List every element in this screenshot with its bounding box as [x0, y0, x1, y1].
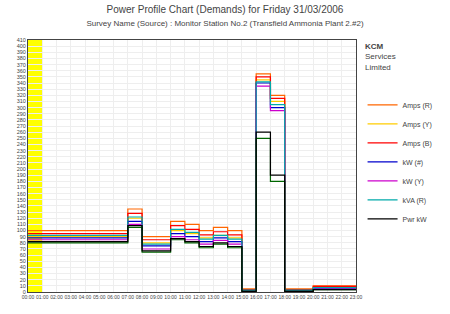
svg-text:330: 330 — [17, 86, 26, 92]
svg-text:22:00: 22:00 — [335, 294, 348, 300]
svg-text:10: 10 — [20, 283, 26, 289]
svg-text:300: 300 — [17, 105, 26, 111]
svg-text:190: 190 — [17, 172, 26, 178]
svg-text:320: 320 — [17, 92, 26, 98]
svg-text:350: 350 — [17, 74, 26, 80]
svg-text:20:00: 20:00 — [307, 294, 320, 300]
svg-text:160: 160 — [17, 191, 26, 197]
svg-text:Power Profile Chart (Demands): Power Profile Chart (Demands) for Friday… — [86, 4, 363, 28]
svg-text:17:00: 17:00 — [264, 294, 277, 300]
svg-text:50: 50 — [20, 258, 26, 264]
svg-text:05:00: 05:00 — [93, 294, 106, 300]
svg-text:280: 280 — [17, 117, 26, 123]
svg-text:kVA (R): kVA (R) — [403, 197, 427, 205]
svg-text:70: 70 — [20, 246, 26, 252]
svg-text:150: 150 — [17, 197, 26, 203]
svg-text:06:00: 06:00 — [107, 294, 120, 300]
svg-text:370: 370 — [17, 62, 26, 68]
svg-text:250: 250 — [17, 135, 26, 141]
svg-text:11:00: 11:00 — [179, 294, 191, 300]
svg-text:KCMServicesLimited: KCMServicesLimited — [365, 42, 396, 72]
svg-text:260: 260 — [17, 129, 26, 135]
svg-text:290: 290 — [17, 111, 26, 117]
svg-text:Pwr kW: Pwr kW — [403, 216, 428, 223]
svg-text:360: 360 — [17, 68, 26, 74]
svg-text:240: 240 — [17, 141, 26, 147]
svg-text:21:00: 21:00 — [321, 294, 334, 300]
svg-text:80: 80 — [20, 240, 26, 246]
svg-text:220: 220 — [17, 154, 26, 160]
svg-text:380: 380 — [17, 55, 26, 61]
svg-text:23:00: 23:00 — [350, 294, 363, 300]
svg-text:40: 40 — [20, 264, 26, 270]
svg-text:03:00: 03:00 — [65, 294, 78, 300]
svg-text:30: 30 — [20, 270, 26, 276]
svg-text:10:00: 10:00 — [164, 294, 177, 300]
svg-text:200: 200 — [17, 166, 26, 172]
svg-text:90: 90 — [20, 234, 26, 240]
svg-text:08:00: 08:00 — [136, 294, 149, 300]
svg-text:210: 210 — [17, 160, 26, 166]
svg-text:14:00: 14:00 — [221, 294, 234, 300]
svg-text:19:00: 19:00 — [293, 294, 306, 300]
svg-text:kW (#): kW (#) — [403, 159, 424, 167]
svg-text:Amps (Y): Amps (Y) — [403, 121, 432, 129]
svg-text:120: 120 — [17, 215, 26, 221]
svg-text:130: 130 — [17, 209, 26, 215]
svg-text:01:00: 01:00 — [36, 294, 49, 300]
svg-text:00:00: 00:00 — [22, 294, 35, 300]
svg-text:140: 140 — [17, 203, 26, 209]
svg-text:110: 110 — [17, 221, 26, 227]
svg-text:0: 0 — [23, 289, 26, 295]
svg-text:180: 180 — [17, 178, 26, 184]
svg-text:07:00: 07:00 — [122, 294, 135, 300]
svg-text:13:00: 13:00 — [207, 294, 220, 300]
svg-text:kW (Y): kW (Y) — [403, 178, 424, 186]
svg-text:Amps (R): Amps (R) — [403, 102, 433, 110]
svg-text:02:00: 02:00 — [50, 294, 63, 300]
svg-text:16:00: 16:00 — [250, 294, 263, 300]
svg-text:12:00: 12:00 — [193, 294, 206, 300]
svg-text:230: 230 — [17, 148, 26, 154]
svg-text:Amps (B): Amps (B) — [403, 140, 432, 148]
svg-text:390: 390 — [17, 49, 26, 55]
svg-text:18:00: 18:00 — [278, 294, 291, 300]
svg-text:20: 20 — [20, 277, 26, 283]
svg-text:400: 400 — [17, 43, 26, 49]
svg-text:170: 170 — [17, 184, 26, 190]
svg-text:15:00: 15:00 — [236, 294, 249, 300]
svg-text:09:00: 09:00 — [150, 294, 163, 300]
svg-text:100: 100 — [17, 227, 26, 233]
svg-text:60: 60 — [20, 252, 26, 258]
svg-text:310: 310 — [17, 98, 26, 104]
svg-text:340: 340 — [17, 80, 26, 86]
svg-text:04:00: 04:00 — [79, 294, 92, 300]
svg-text:410: 410 — [17, 37, 26, 43]
svg-text:270: 270 — [17, 123, 26, 129]
